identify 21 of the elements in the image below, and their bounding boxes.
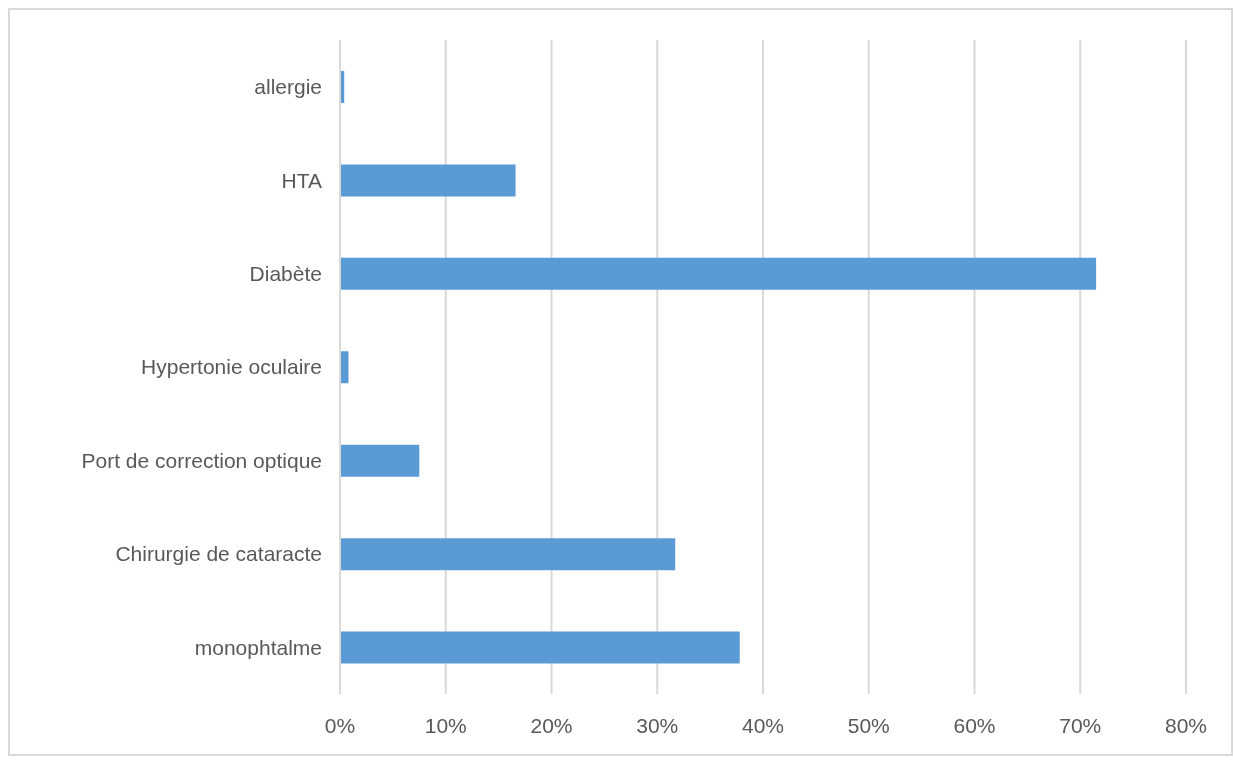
x-tick-label: 80% <box>1164 713 1208 737</box>
x-tick-label: 60% <box>953 713 996 737</box>
x-tick-label: 30% <box>636 713 679 737</box>
bar <box>340 257 1097 290</box>
y-tick-label: allergie <box>254 75 322 99</box>
y-tick-label: Chirurgie de cataracte <box>115 542 322 566</box>
y-tick-label: Port de correction optique <box>81 448 322 472</box>
y-tick-label: Diabète <box>249 262 322 286</box>
bar <box>340 538 676 571</box>
x-tick-label: 50% <box>847 713 890 737</box>
x-tick-label: 70% <box>1059 713 1102 737</box>
bar <box>340 164 516 197</box>
bar <box>340 631 740 664</box>
bar <box>340 444 420 477</box>
x-tick-label: 10% <box>424 713 467 737</box>
y-tick-label: monophtalme <box>194 635 322 659</box>
x-tick-label: 40% <box>741 713 785 737</box>
x-tick-label: 20% <box>530 713 573 737</box>
y-tick-label: HTA <box>281 168 322 192</box>
y-tick-label: Hypertonie oculaire <box>141 355 322 379</box>
x-tick-label: 0% <box>324 713 356 737</box>
